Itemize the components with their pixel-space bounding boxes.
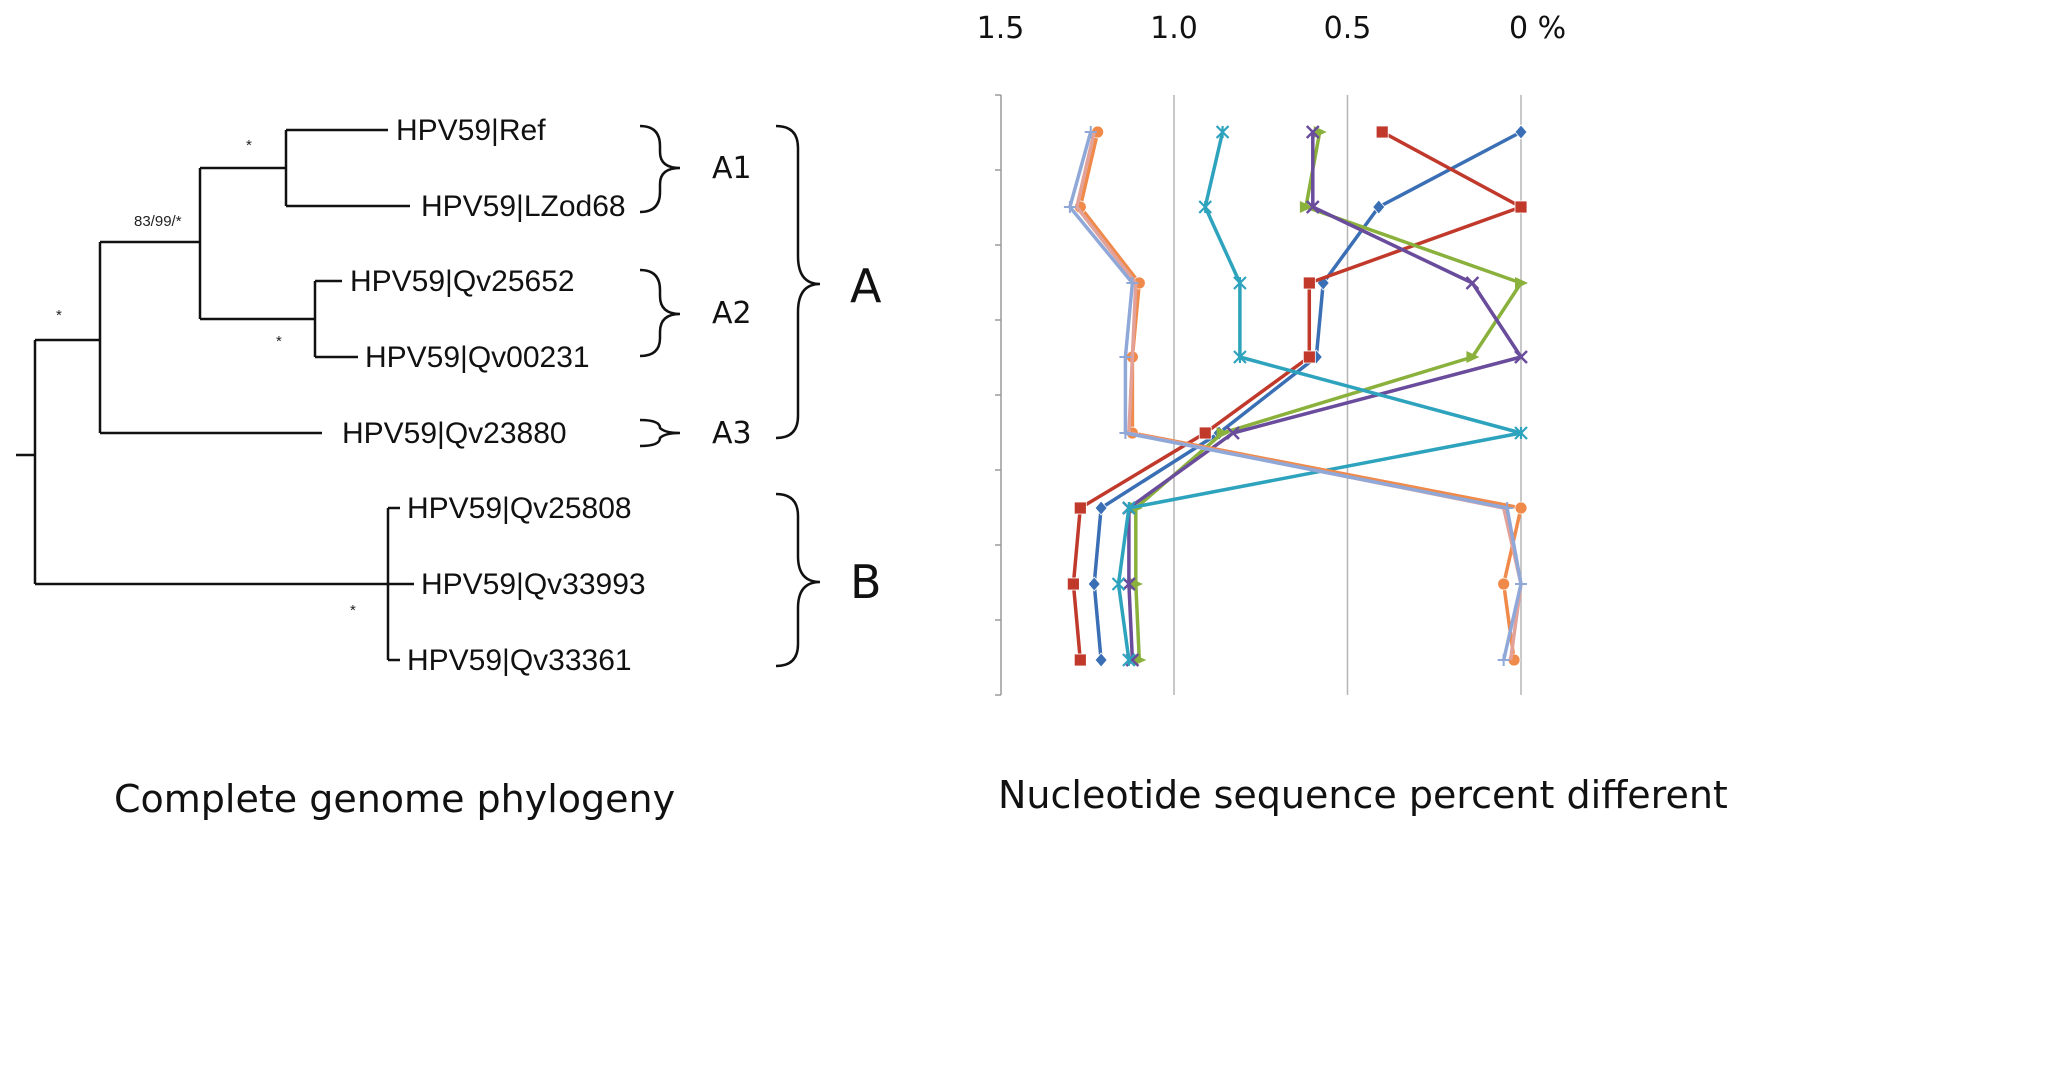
x-tick-label: 0 % (1509, 11, 1566, 46)
brace-b (775, 492, 821, 668)
series-line (1068, 131, 1523, 661)
leaf-label-qv23880: HPV59|Qv23880 (342, 417, 567, 450)
leaf-label-ref: HPV59|Ref (396, 114, 546, 147)
leaf-label-lzod68: HPV59|LZod68 (421, 190, 626, 223)
leaf-label-qv33993: HPV59|Qv33993 (421, 568, 646, 601)
support-a: * (56, 307, 62, 324)
chart-series (1063, 124, 1528, 668)
data-point (1226, 426, 1240, 440)
phylogenetic-tree: HPV59|Ref HPV59|LZod68 HPV59|Qv25652 HPV… (16, 114, 646, 677)
data-point (1465, 276, 1480, 290)
data-point (1126, 277, 1139, 289)
data-point (1302, 276, 1316, 290)
data-point (1122, 501, 1136, 515)
series-line (1127, 132, 1523, 661)
leaf-label-qv00231: HPV59|Qv00231 (365, 341, 590, 374)
data-point (1215, 125, 1230, 139)
data-point (1515, 277, 1528, 289)
data-point (1216, 427, 1230, 439)
data-point (1514, 501, 1528, 515)
series-2 (1129, 126, 1528, 666)
series-7 (1063, 126, 1527, 666)
subclade-label-a2: A2 (712, 296, 752, 331)
series-line (1092, 130, 1522, 661)
data-point (1198, 426, 1212, 440)
clade-label-b: B (850, 555, 882, 609)
data-point (1305, 125, 1320, 139)
data-point (1299, 201, 1313, 213)
data-point (1073, 501, 1087, 515)
chart-x-tick-labels: 1.5 1.0 0.5 0 % (977, 11, 1567, 46)
leaf-label-qv33361: HPV59|Qv33361 (407, 644, 632, 677)
data-point (1233, 350, 1247, 364)
data-point (1302, 350, 1316, 364)
subclade-label-a1: A1 (712, 151, 752, 186)
series-line (1071, 130, 1523, 661)
data-point (1514, 124, 1528, 140)
data-point (1073, 653, 1087, 667)
data-point (1497, 577, 1511, 591)
data-point (1233, 276, 1247, 290)
distance-chart: 1.5 1.0 0.5 0 % Nucleotide sequence percent… (977, 11, 1728, 817)
subclade-label-a3: A3 (712, 416, 752, 451)
support-a-inner: 83/99/* (134, 213, 182, 230)
clade-label-a: A (850, 259, 882, 313)
data-point (1094, 500, 1108, 516)
chart-y-axis (995, 94, 1002, 696)
series-line (1134, 131, 1523, 661)
clade-braces: A1 A2 A3 A B (639, 124, 882, 668)
data-point (1514, 350, 1528, 364)
x-tick-label: 0.5 (1324, 11, 1372, 46)
data-point (1119, 427, 1132, 439)
brace-a (775, 124, 821, 440)
series-3 (1122, 125, 1528, 667)
data-point (1084, 126, 1097, 138)
data-point (1119, 351, 1132, 363)
series-line (1116, 131, 1523, 661)
data-point (1094, 652, 1108, 668)
series-4 (1111, 125, 1528, 667)
brace-a1 (639, 124, 681, 214)
support-b: * (350, 602, 356, 619)
data-point (1198, 200, 1213, 214)
chart-x-axis-label: Nucleotide sequence percent different (998, 773, 1728, 817)
data-point (1122, 653, 1136, 667)
data-point (1497, 654, 1510, 666)
support-a1: * (246, 137, 252, 154)
data-point (1515, 578, 1527, 590)
leaf-label-qv25808: HPV59|Qv25808 (407, 492, 632, 525)
data-point (1466, 351, 1480, 363)
data-point (1372, 199, 1386, 215)
x-tick-label: 1.0 (1150, 11, 1198, 46)
x-tick-label: 1.5 (977, 11, 1025, 46)
data-point (1066, 577, 1080, 591)
series-1 (1066, 125, 1528, 667)
leaf-label-qv25652: HPV59|Qv25652 (350, 265, 575, 298)
data-point (1501, 502, 1514, 514)
data-point (1087, 576, 1101, 592)
data-point (1063, 201, 1076, 213)
brace-a2 (639, 268, 681, 358)
support-a2: * (276, 333, 282, 350)
data-point (1111, 577, 1126, 591)
series-line (1075, 131, 1523, 661)
tree-caption: Complete genome phylogeny (114, 777, 675, 821)
data-point (1375, 125, 1389, 139)
data-point (1514, 426, 1528, 440)
data-point (1122, 577, 1136, 591)
series-6 (1075, 131, 1523, 661)
data-point (1514, 200, 1528, 214)
data-point (1305, 200, 1320, 214)
brace-a3 (639, 418, 681, 448)
